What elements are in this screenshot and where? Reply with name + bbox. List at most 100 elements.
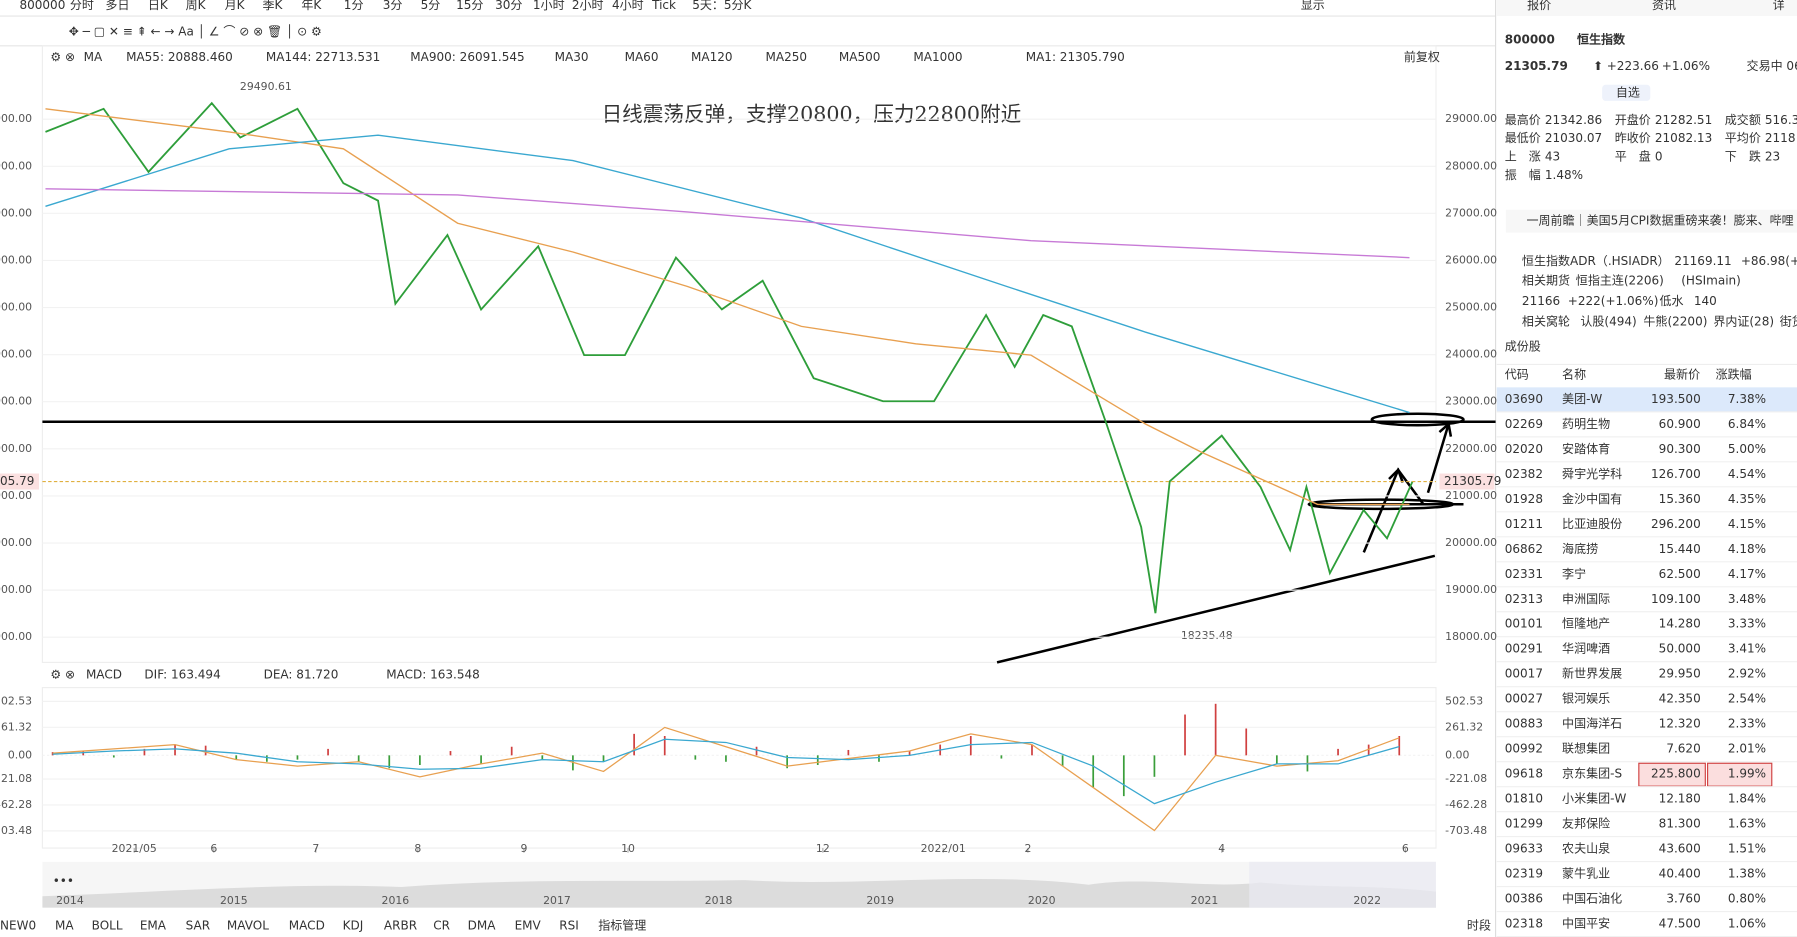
- y-tick-label: 261.32: [0, 720, 32, 733]
- price-tag: [1439, 473, 1495, 490]
- year-label: 2014: [56, 894, 84, 907]
- y-tick-label: 23000.00: [1445, 395, 1497, 408]
- indicator-tab[interactable]: MA: [55, 918, 74, 932]
- table-cell[interactable]: 中国平安: [1562, 916, 1610, 931]
- indicator-tab[interactable]: MAVOL: [227, 918, 269, 932]
- ma-legend: MA144: 22713.531: [266, 50, 380, 64]
- overview-handle[interactable]: •••: [53, 874, 74, 888]
- indicator-tab[interactable]: KDJ: [343, 918, 364, 932]
- table-cell[interactable]: 安踏体育: [1562, 441, 1610, 456]
- toolbar-item[interactable]: 分时: [70, 0, 94, 12]
- toolbar-item[interactable]: 季K: [262, 0, 283, 12]
- indicator-tab[interactable]: MACD: [289, 918, 325, 932]
- futures[interactable]: (HSImain): [1681, 273, 1741, 287]
- indicator-tab[interactable]: CR: [433, 918, 450, 932]
- table-cell[interactable]: 药明生物: [1562, 417, 1610, 431]
- ma-legend: MA500: [839, 50, 881, 64]
- indicator-tab[interactable]: EMV: [515, 918, 542, 932]
- toolbar-item[interactable]: 日K: [148, 0, 169, 12]
- macd-line: [52, 738, 1400, 805]
- indicator-tab[interactable]: RSI: [559, 918, 579, 932]
- y-tick-label: 28000.00: [0, 159, 32, 172]
- table-cell: 40.400: [1659, 867, 1701, 881]
- indicator-tab[interactable]: EMA: [140, 918, 167, 932]
- table-cell[interactable]: 美团-W: [1562, 392, 1602, 406]
- watch-button[interactable]: [1602, 84, 1651, 101]
- table-cell[interactable]: 蒙牛乳业: [1562, 866, 1610, 881]
- adjust-button[interactable]: 前复权: [1404, 49, 1440, 64]
- indicator-tab[interactable]: BOLL: [92, 918, 123, 932]
- toolbar-item[interactable]: Tick: [651, 0, 676, 12]
- indicator-tab[interactable]: DMA: [468, 918, 497, 932]
- table-cell[interactable]: 中国海洋石: [1562, 716, 1622, 731]
- y-tick-label: -462.28: [0, 798, 32, 811]
- toolbar-item[interactable]: 1分: [344, 0, 364, 12]
- indicator-tab[interactable]: SAR: [186, 918, 210, 932]
- panel-tab[interactable]: 详: [1773, 0, 1785, 12]
- watch-label[interactable]: 自选: [1616, 85, 1640, 99]
- toolbar-item[interactable]: 30分: [495, 0, 522, 12]
- table-cell: 6.84%: [1728, 417, 1766, 431]
- toolbar-item[interactable]: 年K: [301, 0, 322, 12]
- table-cell[interactable]: 中国石油化: [1562, 891, 1622, 906]
- adr-name[interactable]: 恒生指数ADR（.HSIADR）: [1522, 253, 1670, 268]
- toolbar-item[interactable]: 周K: [186, 0, 207, 12]
- y-tick-label: 261.32: [1445, 720, 1483, 733]
- news[interactable]: 一周前瞻｜美国5月CPI数据重磅来袭！膨来、哔哩: [1527, 213, 1794, 228]
- toolbar-item[interactable]: 15分: [456, 0, 483, 12]
- table-cell[interactable]: 新世界发展: [1562, 666, 1622, 681]
- warrants[interactable]: 街货: [1780, 314, 1797, 329]
- toolbar-item[interactable]: 3分: [383, 0, 403, 12]
- toolbar-item[interactable]: 多日: [105, 0, 129, 12]
- warrants[interactable]: 界内证(28): [1713, 315, 1774, 329]
- table-cell[interactable]: 友邦保险: [1562, 816, 1610, 831]
- table-cell[interactable]: 银河娱乐: [1562, 692, 1610, 706]
- warrants[interactable]: 牛熊(2200): [1643, 314, 1707, 329]
- y-tick-label: 22000.00: [1445, 442, 1497, 455]
- table-cell[interactable]: 申洲国际: [1562, 592, 1610, 606]
- table-cell: 00101: [1505, 617, 1543, 631]
- warrants[interactable]: 认股(494): [1580, 315, 1636, 329]
- toolbar-item[interactable]: 2小时: [572, 0, 604, 12]
- table-cell[interactable]: 海底捞: [1562, 541, 1598, 556]
- table-cell[interactable]: 小米集团-W: [1562, 791, 1626, 806]
- toolbar-item[interactable]: 月K: [225, 0, 246, 12]
- table-cell[interactable]: 舜宇光学科: [1562, 466, 1622, 481]
- x-tick-label: 12: [816, 842, 830, 855]
- table-cell: 02331: [1505, 567, 1543, 581]
- overview-window[interactable]: [1249, 861, 1436, 908]
- table-cell[interactable]: 京东集团-S: [1562, 766, 1622, 781]
- toolbar-item[interactable]: 4小时: [612, 0, 644, 12]
- table-cell[interactable]: 联想集团: [1562, 741, 1610, 756]
- table-cell: 296.200: [1651, 517, 1701, 531]
- table-cell[interactable]: 农夫山泉: [1562, 842, 1610, 856]
- indicator-tab[interactable]: NEW0: [0, 918, 36, 932]
- table-cell[interactable]: 华润啤酒: [1562, 641, 1610, 656]
- toolbar-item[interactable]: 1小时: [533, 0, 565, 12]
- stat-label: 下 跌: [1725, 149, 1761, 164]
- toolbar-item[interactable]: 5天：5分K: [692, 0, 752, 12]
- toolbar-item[interactable]: 5分: [421, 0, 441, 12]
- x-tick-label: 7: [312, 842, 319, 855]
- panel-tab[interactable]: 报价: [1527, 0, 1551, 12]
- table-cell: 15.440: [1659, 542, 1701, 556]
- trend-line: [996, 554, 1436, 664]
- table-cell[interactable]: 金沙中国有: [1562, 491, 1622, 506]
- indicator-tab[interactable]: 指标管理: [598, 917, 646, 932]
- table-cell[interactable]: 李宁: [1562, 566, 1586, 581]
- x-tick-label: 2022/01: [921, 842, 966, 855]
- table-cell[interactable]: 恒隆地产: [1562, 616, 1610, 631]
- table-cell: 15.360: [1659, 492, 1701, 506]
- table-cell: 5.00%: [1728, 442, 1766, 456]
- indicator-tab[interactable]: ARBR: [384, 918, 417, 932]
- table-cell: 62.500: [1659, 567, 1701, 581]
- toolbar-item[interactable]: 800000: [19, 0, 65, 12]
- futures[interactable]: 恒指主连(2206): [1576, 272, 1664, 287]
- table-cell: 7.620: [1666, 742, 1700, 756]
- display-menu[interactable]: 显示: [1301, 0, 1325, 12]
- period-button[interactable]: 时段: [1467, 917, 1491, 932]
- panel-tab[interactable]: 资讯: [1652, 0, 1676, 12]
- x-tick-label: 10: [621, 842, 635, 855]
- table-cell[interactable]: 比亚迪股份: [1562, 517, 1622, 531]
- adr-change: +86.98(+0.4: [1741, 254, 1797, 268]
